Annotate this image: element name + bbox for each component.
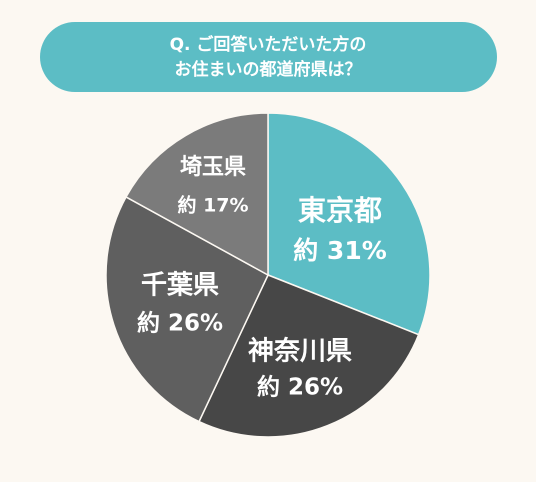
value-label: 約 26% [137,310,223,337]
slice-label: 埼玉県 [180,155,246,180]
value-label: 約 26% [257,374,343,401]
slice-label: 東京都 [298,194,382,227]
pie-slice [125,112,269,277]
chart-title: Q. ご回答いただいた方の [170,34,367,55]
value-label: 約 31% [293,236,387,265]
value-label: 約 17% [177,194,248,217]
pie-slice [198,274,420,438]
chart-title: お住まいの都道府県は？ [175,59,362,80]
slice-label: 千葉県 [141,271,219,301]
slice-label: 神奈川県 [248,337,352,367]
title-banner [40,22,497,92]
pie-slice [267,112,431,336]
